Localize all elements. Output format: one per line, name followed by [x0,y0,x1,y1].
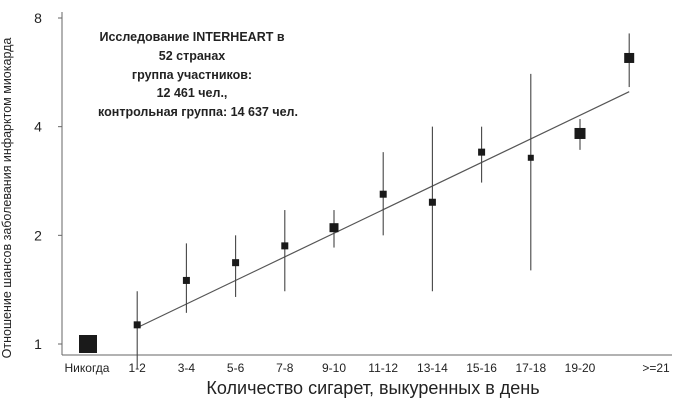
data-point [574,127,586,139]
x-category-label: 9-10 [322,361,346,375]
data-points-layer [79,52,635,353]
y-tick-label: 8 [34,10,42,26]
annotation-line-4: 12 461 чел., [157,86,228,100]
data-point [478,148,486,156]
x-category-label: 5-6 [227,361,245,375]
x-category-label: >=21 [642,361,670,375]
x-category-label: 19-20 [565,361,596,375]
x-category-label: 7-8 [276,361,294,375]
study-annotation: Исследование INTERHEART в 52 странах гру… [98,30,298,119]
axes [61,12,672,356]
x-axis-label: Количество сигарет, выкуренных в день [206,378,539,398]
error-bars-layer [136,33,630,370]
data-point [232,259,240,267]
x-category-label: 17-18 [515,361,546,375]
data-point [133,321,141,329]
annotation-line-5: контрольная группа: 14 637 чел. [98,105,298,119]
y-axis-ticks: 1 2 4 8 [34,10,62,352]
y-axis-label: Отношение шансов заболевания инфарктом м… [0,38,14,359]
y-tick-label: 4 [34,119,42,135]
y-tick-label: 2 [34,227,42,243]
data-point [329,223,339,233]
annotation-line-3: группа участников: [132,68,252,82]
data-point [79,335,97,353]
data-point [281,242,289,250]
x-category-label: 11-12 [368,361,398,375]
x-axis-ticks: Никогда 1-2 3-4 5-6 7-8 9-10 11-12 13-14 15-16 17… [65,361,670,375]
y-tick-label: 1 [34,336,42,352]
data-point [624,52,635,63]
data-point [428,198,436,206]
annotation-line-2: 52 странах [159,49,226,63]
x-category-label: 13-14 [417,361,448,375]
x-category-label: Никогда [65,361,110,375]
x-category-label: 3-4 [178,361,196,375]
x-category-label: 15-16 [466,361,497,375]
data-point [379,190,387,198]
annotation-line-1: Исследование INTERHEART в [99,30,284,44]
data-point [182,276,190,284]
data-point [527,154,534,161]
